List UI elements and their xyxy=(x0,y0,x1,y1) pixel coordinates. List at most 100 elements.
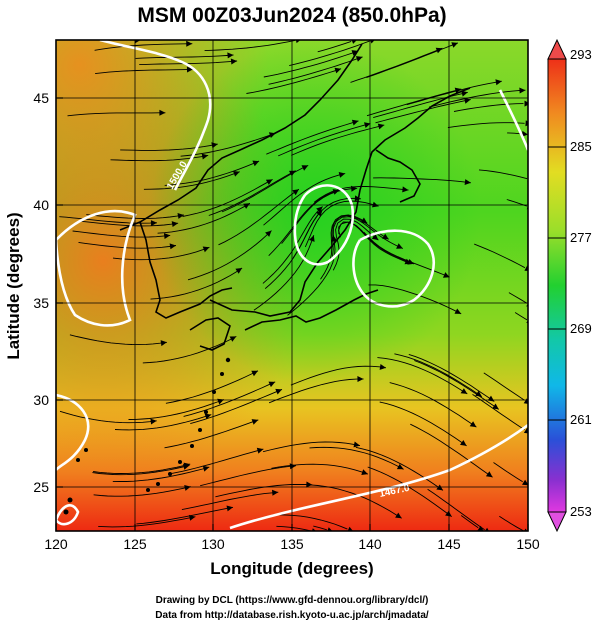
wind-arrowhead xyxy=(524,265,528,271)
streamline xyxy=(139,60,238,66)
wind-arrowhead xyxy=(464,179,471,185)
y-tick-label: 35 xyxy=(33,295,49,311)
streamline xyxy=(394,353,483,397)
streamline xyxy=(291,124,385,156)
wind-arrowhead xyxy=(445,510,452,517)
wind-arrowhead xyxy=(402,186,409,193)
wind-arrowhead xyxy=(460,440,467,446)
wind-arrowhead xyxy=(183,463,190,470)
wind-arrowhead xyxy=(338,172,346,178)
wind-arrowhead xyxy=(524,100,528,107)
grid-lines xyxy=(56,40,528,531)
wind-arrowhead xyxy=(201,153,209,160)
wind-arrowhead xyxy=(309,235,315,242)
colorbar: 293 285 277 269 261 253 xyxy=(547,38,592,533)
wind-arrowhead xyxy=(396,243,403,249)
wind-arrowhead xyxy=(327,527,333,531)
wind-arrowhead xyxy=(357,376,364,382)
wind-arrowhead xyxy=(316,206,323,213)
streamline xyxy=(95,68,194,75)
streamline xyxy=(373,177,471,184)
streamline xyxy=(218,188,300,246)
streamline xyxy=(278,123,371,157)
wind-arrowhead xyxy=(272,489,279,496)
streamline xyxy=(389,382,477,428)
wind-arrowhead xyxy=(171,221,179,227)
streamline xyxy=(120,143,218,151)
wind-arrowhead xyxy=(360,217,368,224)
streamline xyxy=(78,241,177,249)
streamline xyxy=(262,206,323,284)
streamline xyxy=(98,516,196,528)
streamline xyxy=(135,54,234,59)
wind-arrowhead xyxy=(361,469,368,475)
streamline xyxy=(474,243,526,269)
wind-arrowhead xyxy=(186,40,193,47)
wind-arrowhead xyxy=(184,485,191,491)
wind-arrowhead xyxy=(227,52,234,59)
streamline xyxy=(292,197,361,259)
streamline xyxy=(313,186,409,203)
streamline xyxy=(367,466,452,517)
wind-arrowhead xyxy=(177,213,184,219)
streamline xyxy=(94,43,193,51)
streamline xyxy=(67,112,166,117)
wind-arrowhead xyxy=(477,525,484,531)
geopotential-contours xyxy=(56,40,528,530)
wind-arrowhead xyxy=(371,234,379,241)
wind-arrowhead xyxy=(252,160,260,167)
streamline xyxy=(428,89,526,108)
streamline xyxy=(508,292,528,304)
streamline xyxy=(59,410,157,424)
wind-arrowhead xyxy=(396,463,404,470)
streamline xyxy=(338,221,412,265)
streamline xyxy=(453,103,524,112)
wind-arrowhead xyxy=(229,336,237,342)
wind-arrowhead xyxy=(289,463,296,470)
wind-arrowhead xyxy=(379,364,386,370)
x-axis-title: Longitude (degrees) xyxy=(210,559,373,578)
streamline xyxy=(92,464,190,476)
streamline xyxy=(143,171,240,190)
streamline xyxy=(168,448,264,475)
wind-arrowhead xyxy=(370,40,375,44)
wind-arrowhead xyxy=(160,340,167,347)
streamline xyxy=(181,491,279,511)
streamline xyxy=(128,399,225,420)
x-tick-label: 140 xyxy=(358,536,382,552)
coastlines xyxy=(119,43,471,351)
wind-arrowhead xyxy=(186,66,193,73)
wind-arrowhead xyxy=(372,201,379,208)
wind-arrowhead xyxy=(163,233,171,239)
streamline xyxy=(266,120,359,155)
streamline xyxy=(355,446,444,491)
colorbar-gradient xyxy=(547,58,567,513)
colorbar-tick-label: 293 xyxy=(570,47,592,62)
streamline xyxy=(478,169,528,180)
streamline xyxy=(499,515,524,531)
wind-arrowhead xyxy=(202,246,210,253)
streamline xyxy=(366,42,459,79)
x-axis-ticks xyxy=(55,524,529,531)
y-tick-label: 40 xyxy=(33,197,49,213)
streamline xyxy=(507,132,522,135)
streamline xyxy=(287,235,336,316)
wind-arrowhead xyxy=(256,447,264,454)
wind-arrowhead xyxy=(265,179,273,185)
streamline xyxy=(317,40,352,53)
streamline xyxy=(514,312,528,321)
wind-arrowhead xyxy=(353,441,360,448)
streamline xyxy=(493,462,523,483)
streamline xyxy=(289,40,370,67)
streamline xyxy=(182,179,273,217)
map-title: MSM 00Z03Jun2024 (850.0hPa) xyxy=(137,4,446,27)
x-tick-label: 130 xyxy=(201,536,225,552)
streamline xyxy=(483,372,525,401)
streamline xyxy=(157,202,251,234)
wind-arrowhead xyxy=(519,87,526,94)
wind-arrowhead xyxy=(355,56,363,62)
wind-arrowhead xyxy=(268,381,276,388)
wind-arrowhead xyxy=(235,268,243,274)
streamline xyxy=(271,463,369,475)
